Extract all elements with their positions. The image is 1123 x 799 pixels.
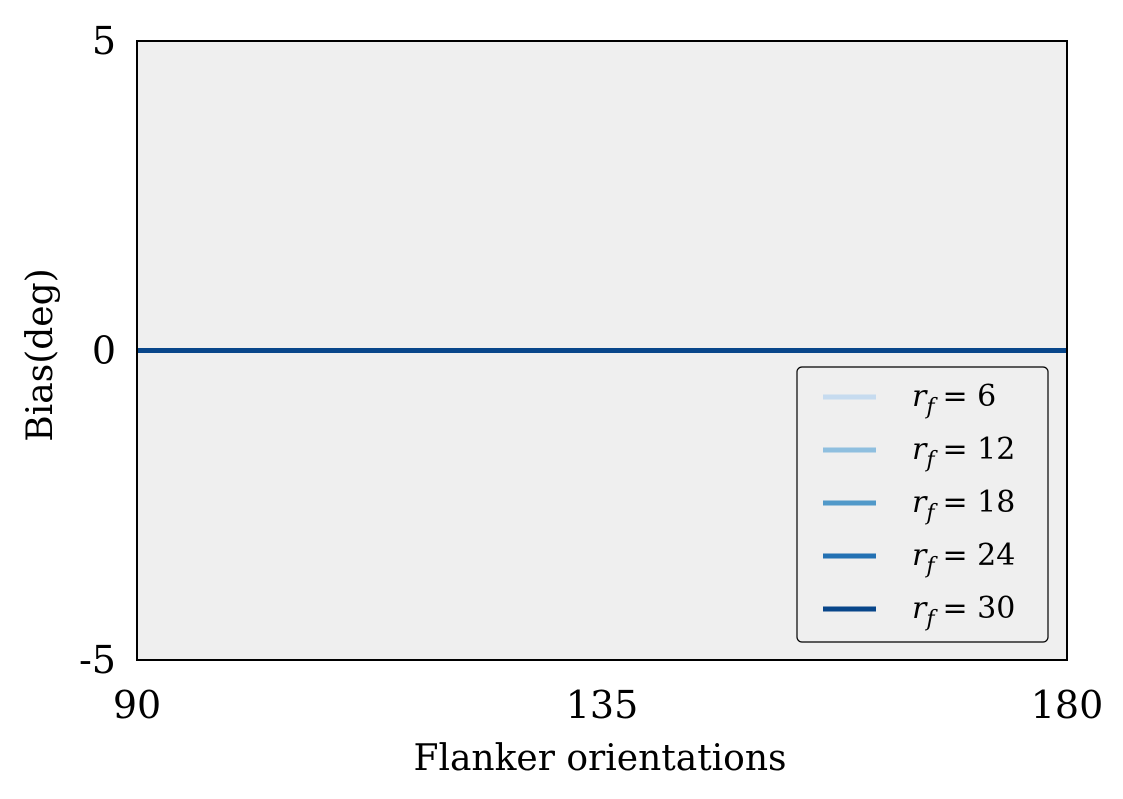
x-tick-labels: 90 135 180: [113, 683, 1103, 727]
legend-label-1: rf = 6: [912, 379, 996, 420]
y-tick-label: -5: [79, 638, 116, 682]
y-axis-title: Bias(deg): [20, 268, 61, 441]
x-tick-label: 180: [1031, 683, 1104, 727]
y-tick-labels: -5 0 5: [79, 19, 116, 682]
x-tick-label: 90: [113, 683, 161, 727]
legend-box: [796, 366, 1049, 643]
x-tick-label: 135: [566, 683, 639, 727]
x-axis-title: Flanker orientations: [413, 738, 786, 779]
plot-frame: [136, 40, 1068, 661]
y-tick-label: 5: [92, 19, 116, 63]
y-tick-label: 0: [92, 329, 116, 373]
legend-label-2: rf = 12: [912, 432, 1015, 473]
